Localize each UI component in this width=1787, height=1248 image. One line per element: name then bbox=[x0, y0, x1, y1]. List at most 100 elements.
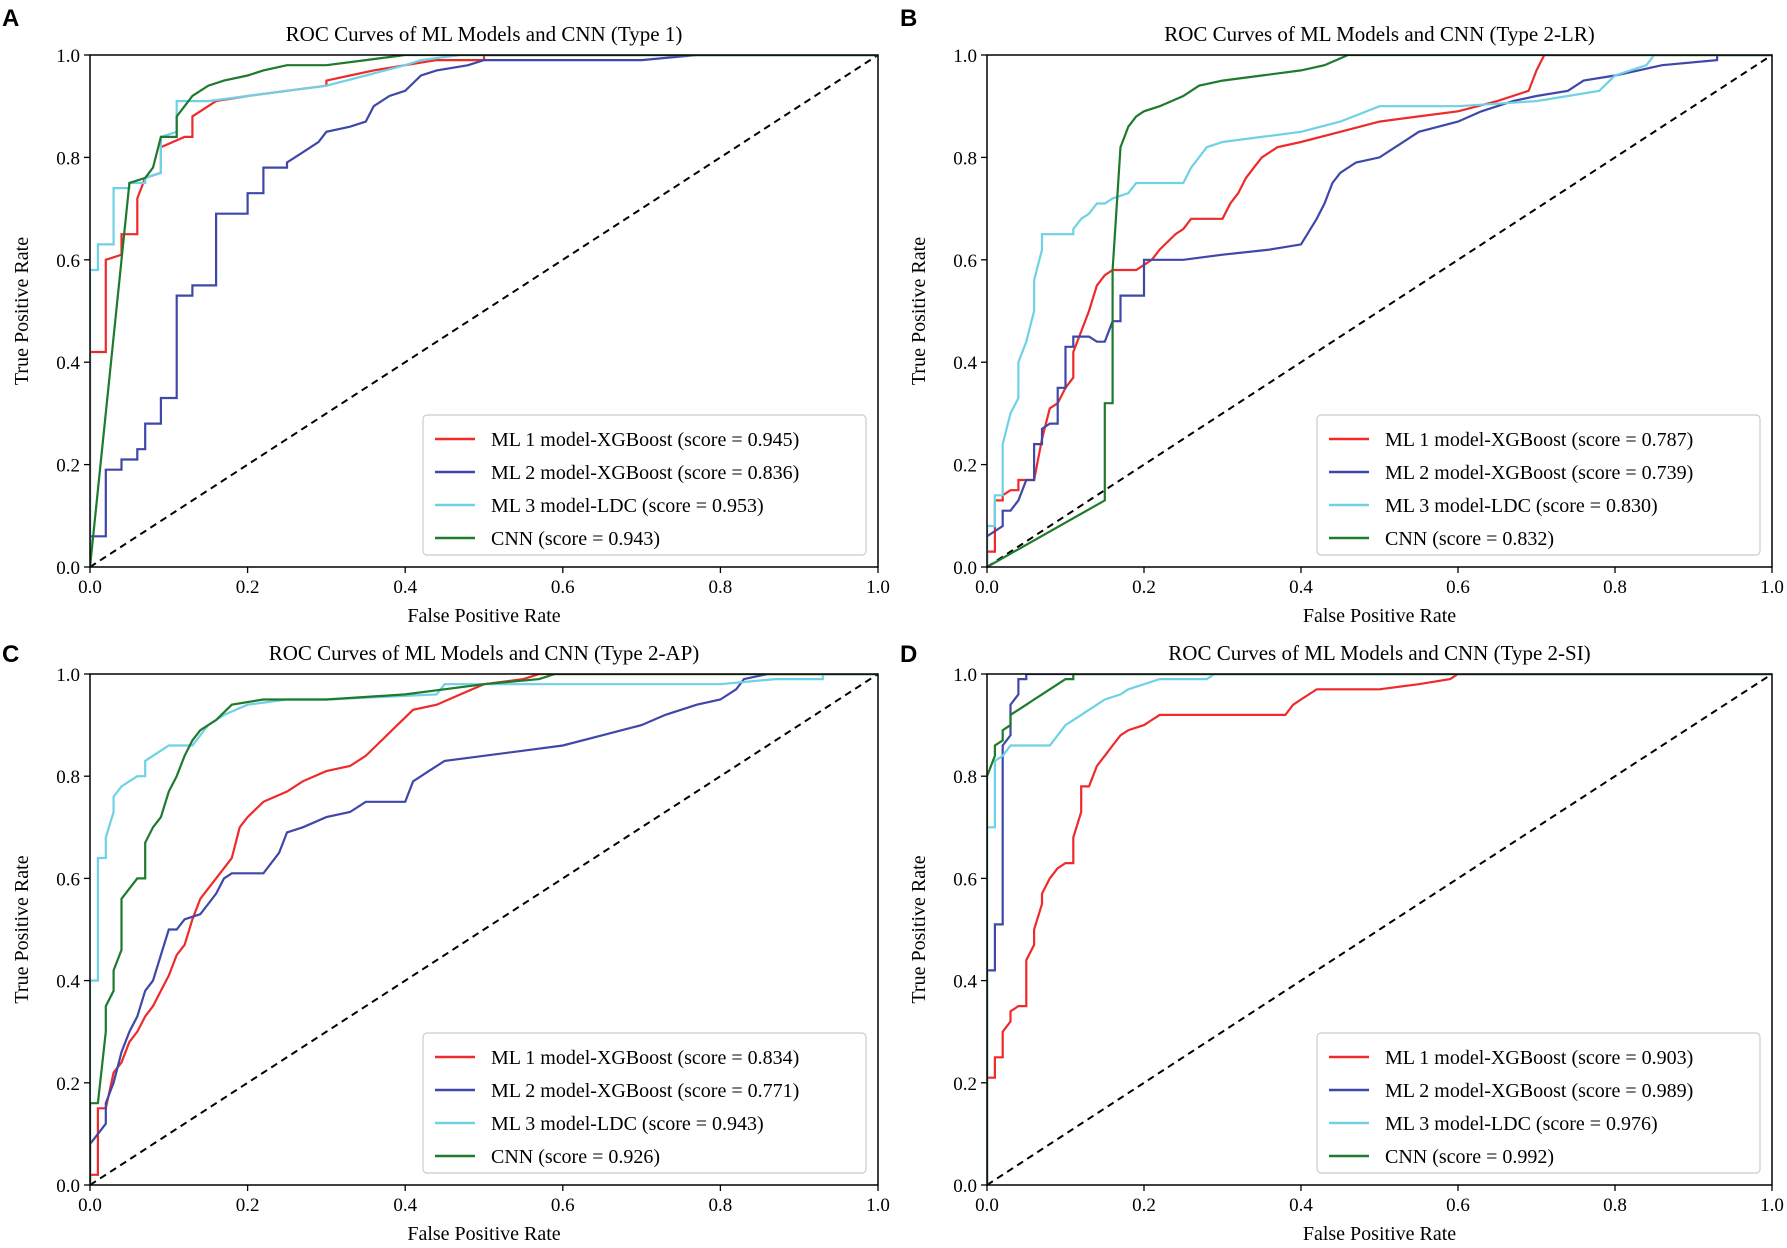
x-tick-label: 0.6 bbox=[551, 1195, 575, 1216]
x-axis-label: False Positive Rate bbox=[407, 1223, 560, 1245]
roc-curve-ml1 bbox=[987, 674, 1772, 1185]
x-tick-label: 0.0 bbox=[975, 1195, 999, 1216]
legend-entry-ml1: ML 1 model-XGBoost (score = 0.787) bbox=[1385, 429, 1693, 451]
y-tick-label: 0.2 bbox=[953, 456, 977, 477]
x-tick-label: 0.4 bbox=[1289, 1195, 1313, 1216]
roc-panel-c: C ROC Curves of ML Models and CNN (Type 2… bbox=[2, 641, 890, 1245]
y-tick-label: 0.8 bbox=[56, 767, 80, 788]
chart-title: ROC Curves of ML Models and CNN (Type 2-… bbox=[269, 641, 700, 665]
chance-diagonal-line bbox=[986, 54, 1773, 568]
legend-entry-ml2: ML 2 model-XGBoost (score = 0.836) bbox=[491, 462, 799, 484]
legend: ML 1 model-XGBoost (score = 0.787) ML 2 m… bbox=[1316, 414, 1761, 556]
legend-entry-cnn: CNN (score = 0.943) bbox=[491, 528, 660, 550]
chart-title: ROC Curves of ML Models and CNN (Type 1) bbox=[286, 22, 683, 46]
legend-entry-ml2: ML 2 model-XGBoost (score = 0.739) bbox=[1385, 462, 1693, 484]
x-tick-label: 1.0 bbox=[866, 577, 890, 598]
y-tick-label: 1.0 bbox=[953, 665, 977, 686]
y-tick-label: 0.2 bbox=[56, 456, 80, 477]
legend-entry-ml2: ML 2 model-XGBoost (score = 0.771) bbox=[491, 1080, 799, 1102]
legend-entry-ml1: ML 1 model-XGBoost (score = 0.903) bbox=[1385, 1047, 1693, 1069]
roc-curve-ml3 bbox=[987, 674, 1772, 1185]
x-tick-label: 0.8 bbox=[1603, 1195, 1627, 1216]
y-tick-label: 0.8 bbox=[953, 148, 977, 169]
legend: ML 1 model-XGBoost (score = 0.834) ML 2 m… bbox=[422, 1032, 867, 1174]
x-tick-label: 0.6 bbox=[1446, 1195, 1470, 1216]
y-tick-label: 1.0 bbox=[953, 46, 977, 67]
legend-entry-ml3: ML 3 model-LDC (score = 0.943) bbox=[491, 1113, 764, 1135]
x-tick-label: 0.2 bbox=[1132, 577, 1156, 598]
y-tick-label: 0.4 bbox=[56, 972, 80, 993]
y-tick-label: 0.4 bbox=[953, 353, 977, 374]
x-tick-label: 0.4 bbox=[1289, 577, 1313, 598]
legend-box bbox=[422, 414, 867, 556]
legend-entry-ml2: ML 2 model-XGBoost (score = 0.989) bbox=[1385, 1080, 1693, 1102]
legend: ML 1 model-XGBoost (score = 0.903) ML 2 m… bbox=[1316, 1032, 1761, 1174]
x-tick-label: 0.0 bbox=[975, 577, 999, 598]
y-tick-label: 0.8 bbox=[953, 767, 977, 788]
y-tick-label: 0.0 bbox=[56, 1176, 80, 1197]
series-group bbox=[987, 674, 1772, 1185]
x-axis-label: False Positive Rate bbox=[1303, 605, 1456, 627]
roc-panel-a: A ROC Curves of ML Models and CNN (Type 1… bbox=[2, 5, 890, 627]
y-tick-label: 0.2 bbox=[56, 1074, 80, 1095]
series-group bbox=[987, 55, 1772, 567]
plot-frame bbox=[89, 673, 879, 1186]
x-tick-label: 0.0 bbox=[78, 1195, 102, 1216]
roc-curve-cnn bbox=[90, 55, 878, 567]
y-tick-label: 0.4 bbox=[953, 972, 977, 993]
plot-frame bbox=[986, 673, 1773, 1186]
legend-entry-ml3: ML 3 model-LDC (score = 0.953) bbox=[491, 495, 764, 517]
legend-entry-ml3: ML 3 model-LDC (score = 0.976) bbox=[1385, 1113, 1658, 1135]
x-tick-label: 0.2 bbox=[236, 1195, 260, 1216]
chart-title: ROC Curves of ML Models and CNN (Type 2-… bbox=[1164, 22, 1595, 46]
x-tick-label: 1.0 bbox=[1760, 577, 1784, 598]
y-tick-label: 0.6 bbox=[56, 251, 80, 272]
chance-diagonal-line bbox=[89, 54, 879, 568]
legend-entry-cnn: CNN (score = 0.992) bbox=[1385, 1146, 1554, 1168]
plot-frame bbox=[986, 54, 1773, 568]
roc-curve-ml3 bbox=[987, 55, 1772, 567]
roc-curve-ml2 bbox=[987, 674, 1772, 1185]
chance-diagonal-line bbox=[89, 673, 879, 1186]
y-tick-label: 0.0 bbox=[953, 558, 977, 579]
chart-title: ROC Curves of ML Models and CNN (Type 2-… bbox=[1168, 641, 1590, 665]
x-tick-label: 0.0 bbox=[78, 577, 102, 598]
panel-letter: D bbox=[900, 641, 917, 668]
y-tick-label: 1.0 bbox=[56, 46, 80, 67]
x-tick-label: 0.2 bbox=[236, 577, 260, 598]
panel-letter: A bbox=[2, 5, 19, 32]
y-tick-label: 0.4 bbox=[56, 353, 80, 374]
y-axis-label: True Positive Rate bbox=[11, 855, 33, 1003]
x-tick-label: 1.0 bbox=[866, 1195, 890, 1216]
y-tick-label: 0.0 bbox=[953, 1176, 977, 1197]
series-group bbox=[90, 55, 878, 567]
y-axis-label: True Positive Rate bbox=[11, 237, 33, 385]
legend: ML 1 model-XGBoost (score = 0.945) ML 2 m… bbox=[422, 414, 867, 556]
x-tick-label: 0.8 bbox=[709, 1195, 733, 1216]
x-tick-label: 0.4 bbox=[393, 577, 417, 598]
roc-curve-cnn bbox=[90, 674, 878, 1185]
x-tick-label: 0.8 bbox=[1603, 577, 1627, 598]
roc-curve-cnn bbox=[987, 674, 1772, 1185]
plot-frame bbox=[89, 54, 879, 568]
x-tick-label: 0.2 bbox=[1132, 1195, 1156, 1216]
x-tick-label: 1.0 bbox=[1760, 1195, 1784, 1216]
y-tick-label: 0.8 bbox=[56, 148, 80, 169]
roc-curve-ml3 bbox=[90, 674, 878, 1185]
y-axis-label: True Positive Rate bbox=[908, 855, 930, 1003]
roc-curve-ml2 bbox=[987, 55, 1772, 567]
chance-diagonal-line bbox=[986, 673, 1773, 1186]
legend-box bbox=[1316, 1032, 1761, 1174]
y-tick-label: 0.6 bbox=[953, 251, 977, 272]
legend-box bbox=[422, 1032, 867, 1174]
series-group bbox=[90, 674, 878, 1185]
y-tick-label: 0.2 bbox=[953, 1074, 977, 1095]
x-tick-label: 0.6 bbox=[551, 577, 575, 598]
roc-curve-ml1 bbox=[90, 674, 878, 1185]
roc-panel-b: B ROC Curves of ML Models and CNN (Type 2… bbox=[900, 5, 1784, 627]
y-tick-label: 0.6 bbox=[56, 869, 80, 890]
y-tick-label: 0.0 bbox=[56, 558, 80, 579]
legend-entry-ml1: ML 1 model-XGBoost (score = 0.945) bbox=[491, 429, 799, 451]
y-tick-label: 0.6 bbox=[953, 869, 977, 890]
